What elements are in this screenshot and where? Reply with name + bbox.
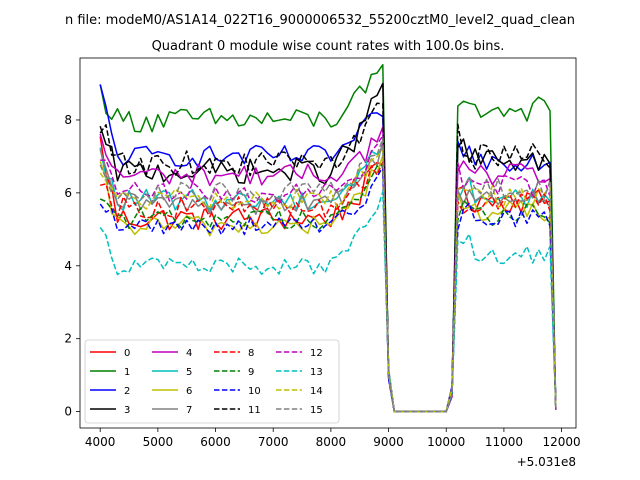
x-tick-label: 10000: [427, 435, 465, 449]
plot-area: [99, 63, 557, 413]
legend-label-2: 2: [124, 386, 130, 397]
legend-label-11: 11: [248, 405, 261, 416]
x-tick-label: 5000: [143, 435, 174, 449]
x-tick-label: 11000: [485, 435, 523, 449]
x-tick-label: 4000: [85, 435, 116, 449]
series-line-12: [100, 134, 557, 413]
legend-label-4: 4: [186, 348, 192, 359]
y-tick-label: 6: [64, 186, 72, 200]
legend-label-9: 9: [248, 367, 254, 378]
chart-title: Quadrant 0 module wise count rates with …: [152, 39, 505, 54]
y-tick-label: 0: [64, 405, 72, 419]
series-line-1: [99, 63, 557, 413]
series-line-9: [99, 164, 557, 413]
x-tick-label: 9000: [373, 435, 404, 449]
series-line-10: [99, 166, 557, 413]
legend-label-7: 7: [186, 405, 192, 416]
series-line-7: [99, 139, 557, 413]
legend-label-5: 5: [186, 367, 192, 378]
legend-label-1: 1: [124, 367, 130, 378]
axes-frame: [79, 57, 577, 429]
y-tick-label: 8: [64, 113, 72, 127]
series-line-3: [99, 82, 557, 413]
legend-label-10: 10: [248, 386, 261, 397]
y-tick-label: 4: [64, 259, 72, 273]
legend-label-6: 6: [186, 386, 192, 397]
figure-suptitle: n file: modeM0/AS1A14_022T16_9000006532_…: [65, 13, 575, 28]
x-tick-label: 12000: [542, 435, 580, 449]
x-offset-label: +5.031e8: [517, 455, 576, 469]
series-line-2: [99, 84, 557, 413]
x-axis: 4000 5000 6000 7000 8000 9000 10000 11000 12000: [85, 428, 581, 449]
series-line-15: [99, 137, 557, 413]
y-axis: 0 2 4 6 8: [64, 113, 80, 419]
x-tick-label: 8000: [316, 435, 347, 449]
legend-label-0: 0: [124, 348, 130, 359]
legend-label-13: 13: [310, 367, 323, 378]
x-tick-label: 7000: [258, 435, 289, 449]
series-line-13: [99, 190, 557, 413]
y-tick-label: 2: [64, 332, 72, 346]
legend-label-12: 12: [310, 348, 323, 359]
legend-label-3: 3: [124, 405, 130, 416]
legend-label-8: 8: [248, 348, 254, 359]
x-tick-label: 6000: [200, 435, 231, 449]
legend-box: [84, 339, 340, 424]
series-line-11: [99, 102, 557, 413]
legend-label-14: 14: [310, 386, 323, 397]
series-line-4: [99, 126, 557, 413]
legend-label-15: 15: [310, 405, 323, 416]
